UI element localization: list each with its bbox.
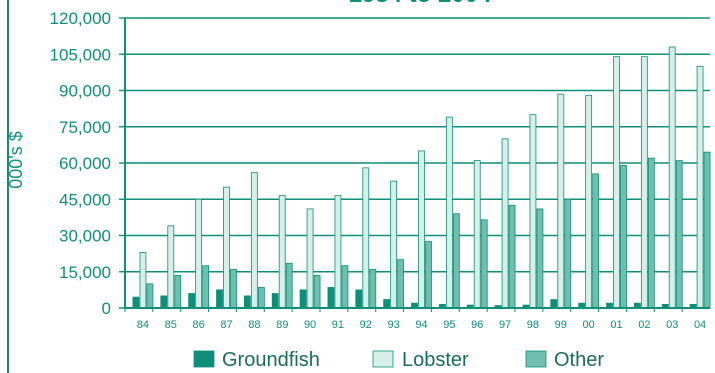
x-tick-label: 03 [666,319,678,331]
y-axis-title: 000's $ [6,131,26,188]
bar-lobster [445,116,453,309]
bar-other [257,287,265,309]
x-tick-label: 95 [443,319,455,331]
y-tick-label: 60,000 [59,154,111,173]
bar-lobster [362,167,370,309]
x-tick-label: 85 [165,319,177,331]
bar-lobster [501,138,509,309]
bar-groundfish [271,293,279,309]
bar-other [202,265,210,309]
bar-other [675,160,683,309]
legend: Groundfish Lobster Other [193,349,604,371]
bar-lobster [696,65,704,309]
x-tick-label: 04 [694,319,706,331]
chart-title: 1984 to 2004 [349,0,492,8]
bar-groundfish [132,296,140,309]
x-tick-label: 98 [527,319,539,331]
bar-other [230,268,237,309]
x-tick-label: 02 [638,319,650,331]
y-tick-label: 75,000 [59,118,111,137]
y-tick-label: 120,000 [50,9,111,28]
bar-groundfish [383,299,391,309]
x-tick-label: 94 [415,319,427,331]
x-tick-label: 88 [248,319,260,331]
bar-lobster [334,195,342,309]
x-tick-label: 99 [555,319,567,331]
bar-lobster [668,46,676,309]
x-tick-label: 01 [610,319,622,331]
bar-other [508,204,516,309]
bar-groundfish [160,295,168,309]
x-tick-label: 96 [471,319,483,331]
bar-other [341,265,349,309]
x-tick-label: 93 [388,319,400,331]
bar-lobster [167,225,175,309]
legend-label: Lobster [402,349,469,371]
plot-area [125,17,711,309]
bar-other [647,157,655,309]
bar-other [285,262,293,309]
bar-other [313,274,321,309]
bar-lobster [418,150,425,309]
bar-groundfish [299,289,307,309]
bar-lobster [250,172,258,309]
x-tick-label: 90 [304,319,316,331]
x-tick-label: 92 [360,319,372,331]
bar-groundfish [550,299,558,309]
x-tick-label: 97 [499,319,511,331]
bar-lobster [585,94,593,309]
bar-lobster [529,114,537,309]
bar-other [397,259,405,309]
bar-other [703,151,711,309]
bar-lobster [557,93,565,309]
x-tick-label: 84 [137,319,149,331]
bar-lobster [473,160,481,309]
bar-lobster [195,198,203,309]
bar-lobster [278,195,286,309]
bar-lobster [613,56,620,309]
bar-lobster [223,186,230,309]
bar-groundfish [188,293,196,309]
bar-other [564,198,572,309]
x-axis: 84 85 86 87 88 89 90 91 92 93 94 95 96 97 98 99 00 01 02 03… [124,307,710,331]
bar-groundfish [243,295,251,309]
bar-lobster [139,252,147,309]
bar-other [592,173,600,309]
chart-title-group: 1984 to 2004 [349,0,492,8]
legend-swatch [193,350,215,368]
x-tick-label: 86 [193,319,205,331]
bar-other [620,165,627,309]
y-tick-label: 90,000 [59,82,111,101]
y-tick-label: 45,000 [59,190,111,209]
y-tick-label: 15,000 [59,263,111,282]
bar-lobster [390,180,398,309]
bar-other [536,208,544,309]
x-tick-label: 91 [332,319,344,331]
y-axis: 0 15,000 30,000 45,000 60,000 75,000 90,000 105… [50,9,126,318]
legend-swatch [372,350,394,368]
bar-other [174,274,182,309]
bar-other [452,213,460,309]
bar-other [146,283,154,309]
legend-swatch [525,350,547,368]
y-tick-label: 105,000 [50,45,111,64]
x-tick-label: 00 [583,319,595,331]
bar-lobster [306,208,314,309]
bar-other [369,268,377,309]
bar-other [480,219,488,309]
bar-lobster [640,56,648,309]
bar-groundfish [216,289,223,309]
y-tick-label: 30,000 [59,227,111,246]
bar-groundfish [355,289,363,309]
y-tick-label: 0 [102,299,111,318]
legend-label: Other [554,349,604,371]
x-tick-label: 89 [276,319,288,331]
x-tick-label: 87 [220,319,232,331]
legend-label: Groundfish [222,349,320,371]
bar-groundfish [327,287,335,309]
bar-other [425,241,432,309]
